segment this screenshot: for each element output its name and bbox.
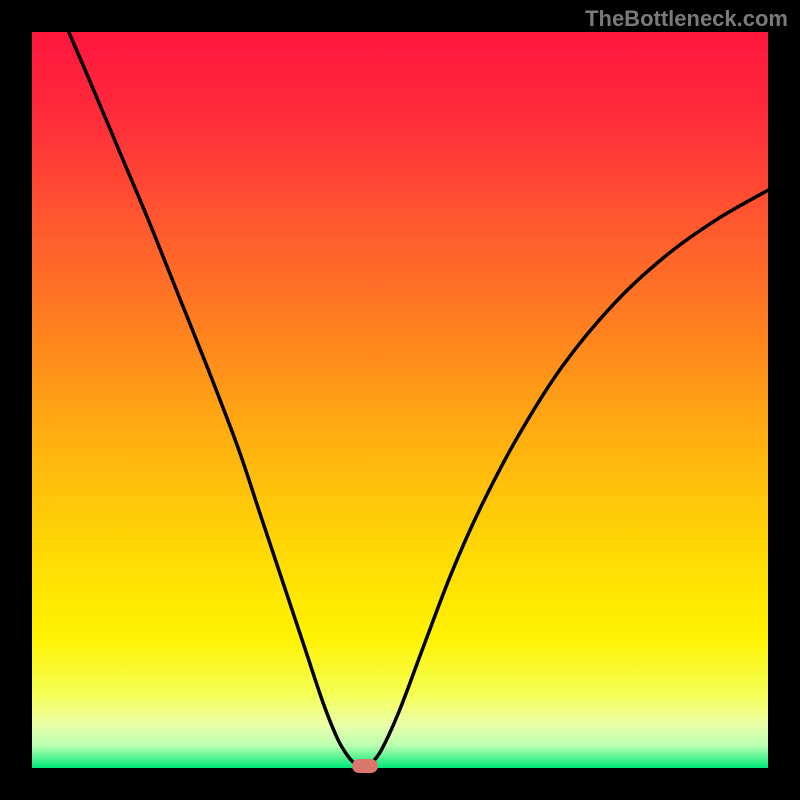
optimum-marker	[352, 759, 378, 773]
bottleneck-curve	[32, 32, 768, 768]
watermark-text: TheBottleneck.com	[585, 6, 788, 32]
plot-area	[32, 32, 768, 768]
